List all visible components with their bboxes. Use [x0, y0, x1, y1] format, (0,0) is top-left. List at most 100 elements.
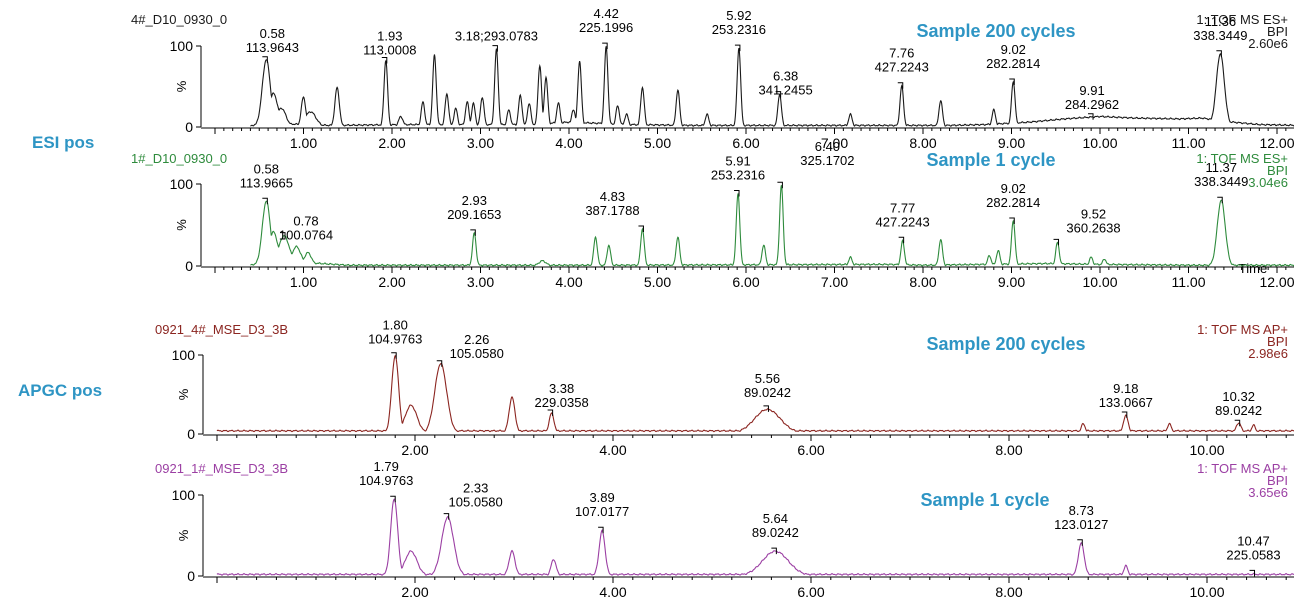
y-tick-label: 100	[170, 176, 194, 192]
peak-mz-label: 209.1653	[447, 207, 501, 222]
file-name-label: 0921_1#_MSE_D3_3B	[155, 461, 288, 476]
peak-marker	[390, 495, 396, 503]
mode-label: BPI	[1267, 163, 1288, 178]
x-tick-label: 4.00	[599, 584, 626, 598]
x-tick-label: 11.00	[1172, 135, 1206, 151]
y-tick-label: 0	[185, 258, 193, 274]
peak-mz-label: 89.0242	[1215, 403, 1262, 418]
detector-label: 1: TOF MS ES+	[1196, 12, 1288, 27]
peak-mz-label: 282.2814	[986, 195, 1040, 210]
peak-marker	[898, 236, 905, 244]
peak-rt-label: 3.18	[455, 29, 480, 44]
peak-marker	[1088, 113, 1094, 120]
detector-label: 1: TOF MS ES+	[1196, 151, 1288, 166]
x-tick-label: 2.00	[401, 442, 428, 458]
peak-rt-label: 5.64	[763, 511, 788, 526]
peak-mz-label: 427.2243	[875, 60, 929, 75]
peak-marker	[897, 82, 904, 89]
peak-marker	[734, 190, 740, 197]
sample-title: Sample 200 cycles	[926, 334, 1085, 354]
peak-mz-label: 105.0580	[450, 346, 504, 361]
x-tick-label: 10.00	[1189, 584, 1224, 598]
peak-marker	[771, 547, 777, 555]
x-tick-label: 10.00	[1082, 135, 1117, 151]
peak-mz-label: 387.1788	[585, 203, 639, 218]
peak-marker	[638, 225, 644, 233]
peak-rt-label: 11.37	[1205, 160, 1237, 175]
peak-mz-label: 133.0667	[1099, 395, 1153, 410]
peak-label: 3.18;293.0783	[455, 29, 538, 44]
chromatogram-panel: APGC pos 0921_4#_MSE_D3_3B 1: TOF MS AP+BP…	[18, 318, 1294, 458]
sample-title: Sample 1 cycle	[926, 150, 1055, 170]
y-tick-label: 0	[185, 119, 193, 135]
max-intensity-label: 3.65e6	[1248, 485, 1288, 500]
peak-marker	[777, 181, 783, 189]
peak-mz-label: 113.0008	[363, 42, 416, 57]
peak-mz-label: 89.0242	[744, 385, 791, 400]
peak-mz-label: 284.2962	[1065, 97, 1119, 112]
detector-label: 1: TOF MS AP+	[1197, 322, 1288, 337]
peak-marker	[602, 42, 608, 50]
x-tick-label: 12.00	[1259, 274, 1294, 290]
peak-mz-label: 100.0764	[279, 228, 333, 243]
peak-marker	[443, 513, 450, 520]
peak-mz-label: 360.2638	[1066, 220, 1120, 235]
file-name-label: 1#_D10_0930_0	[131, 151, 227, 166]
group-label: ESI pos	[32, 133, 94, 152]
peak-marker	[1009, 78, 1015, 85]
peak-rt-label: 0.78	[293, 214, 318, 229]
peak-marker	[547, 409, 554, 416]
peak-rt-label: 2.33	[463, 481, 488, 496]
peak-rt-label: 2.93	[462, 193, 487, 208]
peak-mz-label: 104.9763	[368, 332, 422, 347]
x-tick-label: 4.00	[555, 274, 582, 290]
peak-mz-label: 89.0242	[752, 525, 799, 540]
sample-title: Sample 1 cycle	[920, 490, 1049, 510]
peak-mz-label: 293.0783	[484, 29, 538, 44]
mode-label: BPI	[1267, 473, 1288, 488]
peak-rt-label: 11.36	[1205, 14, 1237, 29]
file-name-label: 0921_4#_MSE_D3_3B	[155, 322, 288, 337]
x-tick-label: 8.00	[909, 274, 936, 290]
peak-mz-label: 253.2316	[712, 22, 766, 37]
peak-mz-label: 229.0358	[535, 395, 589, 410]
peak-rt-label: 6.38	[773, 69, 798, 84]
x-tick-label: 6.00	[732, 135, 759, 151]
x-tick-label: 10.00	[1082, 274, 1117, 290]
peak-mz-label: 282.2814	[986, 56, 1040, 71]
peak-marker	[1249, 569, 1256, 577]
peak-marker	[1121, 411, 1128, 418]
x-tick-label: 5.00	[644, 135, 671, 151]
peak-marker	[1009, 217, 1015, 225]
x-tick-label: 4.00	[599, 442, 626, 458]
x-tick-label: 8.00	[995, 442, 1022, 458]
peak-rt-label: 5.91	[725, 154, 750, 169]
x-tick-label: 9.00	[998, 274, 1025, 290]
peak-marker	[1053, 238, 1060, 246]
x-tick-label: 12.00	[1259, 135, 1294, 151]
chromatogram-trace	[216, 498, 1294, 576]
peak-marker	[1217, 196, 1223, 204]
x-tick-label: 2.00	[378, 135, 405, 151]
x-tick-label: 10.00	[1189, 442, 1224, 458]
mode-label: BPI	[1267, 24, 1288, 39]
peak-rt-label: 2.26	[464, 332, 489, 347]
peak-rt-label: 8.73	[1069, 503, 1094, 518]
peak-mz-label: 123.0127	[1054, 517, 1108, 532]
peak-rt-label: 7.77	[890, 200, 915, 215]
peak-mz-label: 341.2455	[759, 83, 813, 98]
x-axis-label: Time	[1239, 261, 1267, 276]
peak-mz-label: 253.2316	[711, 168, 765, 183]
x-tick-label: 11.00	[1172, 274, 1206, 290]
x-tick-label: 1.00	[290, 274, 317, 290]
x-tick-label: 2.00	[378, 274, 405, 290]
x-tick-label: 3.00	[467, 274, 494, 290]
y-axis-label: %	[174, 219, 189, 231]
y-tick-label: 100	[170, 38, 194, 54]
peak-rt-label: 9.02	[1001, 42, 1026, 57]
peak-rt-label: 1.79	[374, 459, 399, 474]
x-tick-label: 7.00	[821, 274, 848, 290]
peak-marker	[262, 197, 268, 205]
